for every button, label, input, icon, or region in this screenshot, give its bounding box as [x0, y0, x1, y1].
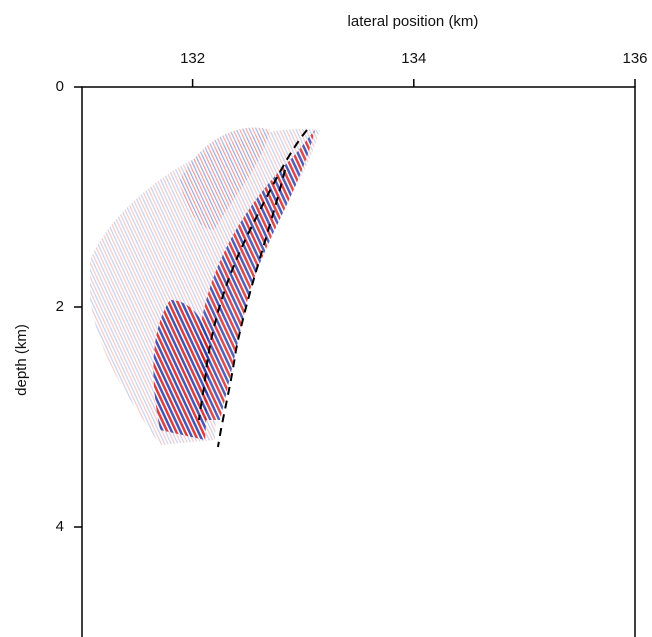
axis-frame [81, 86, 636, 637]
y-tick-label: 4 [56, 518, 64, 535]
y-axis-label: depth (km) [13, 324, 30, 396]
y-tick-label: 2 [56, 298, 64, 315]
wavefield-image [90, 127, 320, 445]
interpretation-lines [198, 129, 308, 448]
x-tick-label: 136 [622, 50, 647, 67]
x-tick-label: 134 [401, 50, 426, 67]
x-axis-label: lateral position (km) [348, 13, 479, 30]
x-tick-label: 132 [180, 50, 205, 67]
y-tick-label: 0 [56, 78, 64, 95]
